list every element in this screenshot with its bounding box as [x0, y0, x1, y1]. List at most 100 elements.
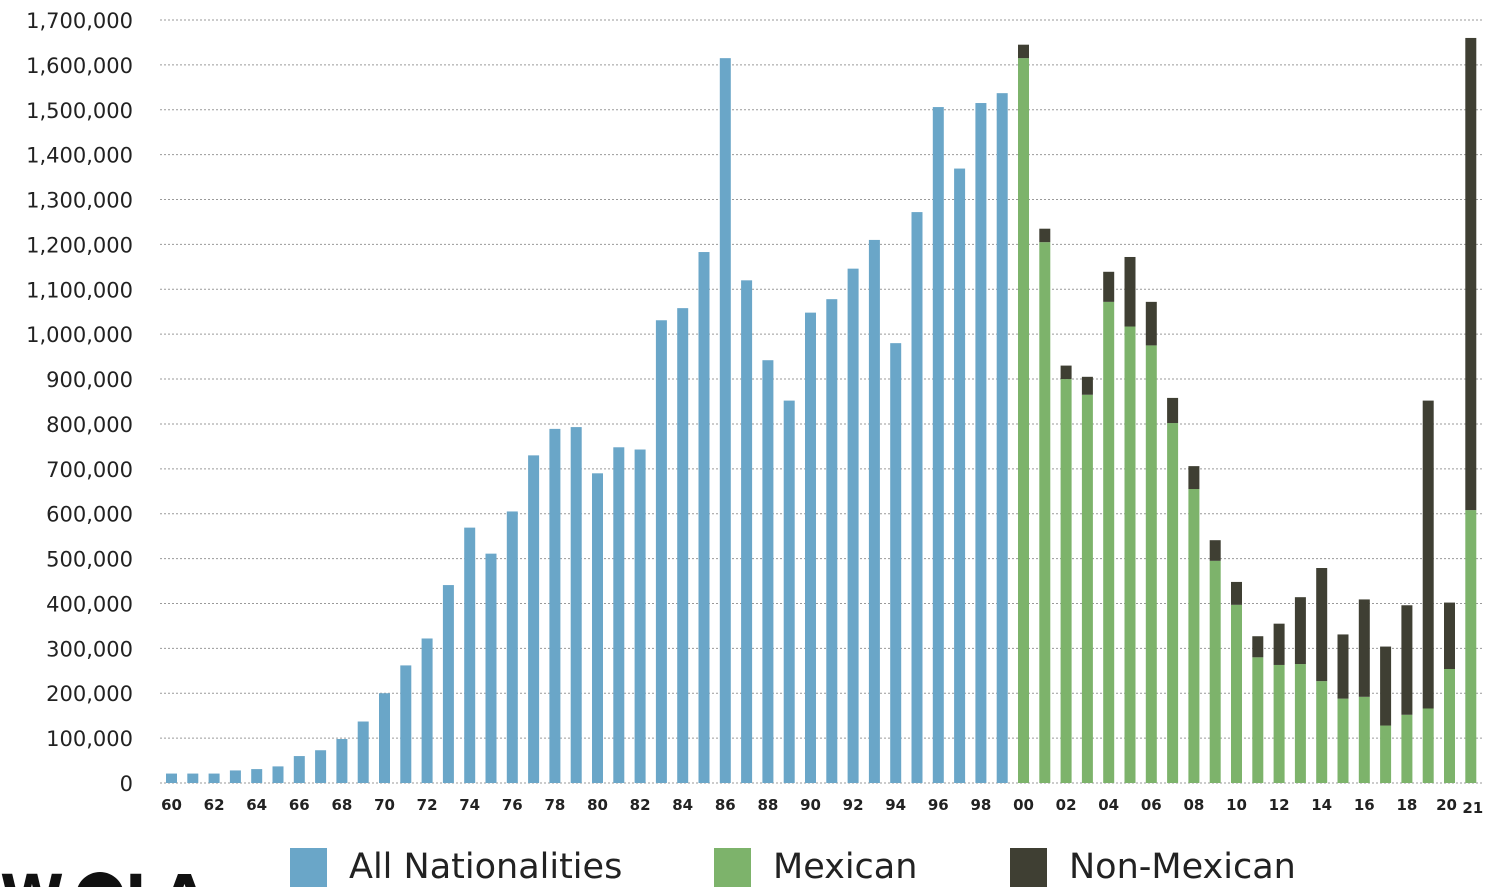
bar-mexican-2017 — [1380, 725, 1392, 783]
legend-item-all-nationalities: All Nationalities — [290, 848, 622, 887]
bar-mexican-2011 — [1252, 657, 1264, 783]
legend-swatch-non-mexican — [1010, 848, 1047, 887]
bar-non-mexican-2007 — [1167, 397, 1179, 424]
bar-all-nationalities-1982 — [634, 449, 646, 783]
y-tick-label: 600,000 — [46, 503, 133, 527]
x-tick-label: 60 — [161, 796, 182, 814]
bar-all-nationalities-1979 — [570, 427, 582, 783]
y-tick-label: 1,000,000 — [26, 323, 133, 347]
legend-item-mexican: Mexican — [714, 848, 917, 887]
bar-all-nationalities-1984 — [677, 308, 689, 783]
bar-mexican-2003 — [1081, 394, 1093, 783]
x-tick-label: 62 — [204, 796, 225, 814]
x-tick-label: 78 — [544, 796, 565, 814]
bar-non-mexican-2014 — [1316, 568, 1328, 682]
bar-all-nationalities-1960 — [166, 773, 177, 783]
bar-all-nationalities-1970 — [379, 693, 390, 783]
bar-non-mexican-2011 — [1252, 636, 1264, 658]
legend-label-mexican: Mexican — [773, 847, 918, 887]
bar-non-mexican-2021 — [1465, 37, 1477, 511]
x-tick-label: 92 — [843, 796, 864, 814]
svg-text:LA: LA — [125, 862, 207, 887]
x-tick-label: 66 — [289, 796, 310, 814]
bar-mexican-2012 — [1273, 664, 1285, 783]
bar-all-nationalities-1998 — [975, 103, 987, 783]
x-tick-label: 96 — [928, 796, 949, 814]
y-tick-label: 1,300,000 — [26, 189, 133, 213]
bar-all-nationalities-1987 — [741, 280, 753, 783]
x-tick-label: 84 — [672, 796, 693, 814]
bar-all-nationalities-1997 — [954, 168, 966, 783]
bar-all-nationalities-1968 — [336, 739, 348, 783]
bar-mexican-2016 — [1358, 696, 1370, 783]
bar-all-nationalities-1964 — [251, 769, 263, 783]
bar-non-mexican-2015 — [1337, 634, 1349, 699]
bar-non-mexican-2006 — [1145, 301, 1157, 346]
bar-non-mexican-2008 — [1188, 466, 1200, 490]
y-axis-ticks: 1,700,000 1,600,000 1,500,000 1,400,000 1,30… — [26, 9, 133, 796]
bar-all-nationalities-1965 — [272, 766, 284, 783]
bar-all-nationalities-1993 — [868, 239, 880, 784]
bar-all-nationalities-1963 — [229, 770, 241, 783]
bar-all-nationalities-1994 — [890, 343, 902, 783]
bar-non-mexican-2001 — [1039, 228, 1051, 243]
x-tick-label: 12 — [1269, 796, 1290, 814]
x-tick-label: 94 — [885, 796, 906, 814]
y-tick-label: 1,400,000 — [26, 144, 133, 168]
x-tick-label: 86 — [715, 796, 736, 814]
x-tick-label: 80 — [587, 796, 608, 814]
y-tick-label: 800,000 — [46, 413, 133, 437]
bar-mexican-2008 — [1188, 489, 1200, 783]
bar-all-nationalities-1973 — [442, 585, 454, 783]
bar-non-mexican-2016 — [1358, 599, 1370, 697]
bar-mexican-2000 — [1018, 58, 1029, 783]
bar-mexican-2018 — [1401, 714, 1413, 783]
bar-mexican-2009 — [1209, 560, 1221, 783]
bar-all-nationalities-1966 — [293, 756, 305, 783]
bar-all-nationalities-1999 — [996, 93, 1008, 783]
x-tick-label: 76 — [502, 796, 523, 814]
x-tick-label: 10 — [1226, 796, 1247, 814]
bar-non-mexican-2012 — [1273, 623, 1285, 665]
bar-mexican-2013 — [1294, 664, 1306, 783]
legend-label-non-mexican: Non-Mexican — [1069, 847, 1296, 887]
y-tick-label: 700,000 — [46, 458, 133, 482]
bar-non-mexican-2018 — [1401, 605, 1413, 715]
bars — [166, 37, 1477, 784]
wola-logo: W LA — [0, 860, 230, 887]
bar-all-nationalities-1975 — [485, 553, 497, 783]
x-tick-label: 90 — [800, 796, 821, 814]
bar-all-nationalities-1978 — [549, 428, 561, 783]
bar-all-nationalities-1962 — [208, 773, 220, 783]
bar-all-nationalities-1996 — [932, 107, 944, 783]
x-tick-label: 21 — [1462, 799, 1483, 817]
legend: All Nationalities Mexican Non-Mexican — [0, 840, 1493, 887]
x-tick-label: 00 — [1013, 796, 1034, 814]
legend-label-all-nationalities: All Nationalities — [349, 847, 623, 887]
legend-item-non-mexican: Non-Mexican — [1010, 848, 1296, 887]
bar-non-mexican-2000 — [1018, 44, 1029, 59]
svg-text:W: W — [0, 862, 64, 887]
bar-all-nationalities-1974 — [464, 527, 476, 783]
bar-non-mexican-2005 — [1124, 256, 1136, 327]
y-tick-label: 200,000 — [46, 682, 133, 706]
x-tick-label: 88 — [757, 796, 778, 814]
bar-all-nationalities-1977 — [528, 455, 540, 783]
x-tick-label: 02 — [1056, 796, 1077, 814]
x-axis-ticks: 60 62 64 66 68 70 72 74 76 78 80 82 84 86 88 90 92 94 96 98… — [161, 796, 1483, 817]
bar-non-mexican-2013 — [1294, 597, 1306, 665]
bar-all-nationalities-1985 — [698, 252, 710, 784]
bar-non-mexican-2002 — [1060, 365, 1072, 380]
bar-non-mexican-2019 — [1422, 400, 1434, 709]
bar-all-nationalities-1967 — [315, 750, 327, 783]
bar-all-nationalities-1991 — [826, 299, 838, 783]
bar-all-nationalities-1969 — [357, 721, 369, 783]
x-tick-label: 68 — [331, 796, 352, 814]
x-tick-label: 08 — [1183, 796, 1204, 814]
bar-mexican-2004 — [1103, 301, 1115, 783]
bar-all-nationalities-1980 — [592, 473, 603, 783]
y-tick-label: 1,500,000 — [26, 99, 133, 123]
y-tick-label: 400,000 — [46, 592, 133, 616]
bar-mexican-2005 — [1124, 326, 1136, 783]
bar-mexican-2002 — [1060, 379, 1072, 783]
